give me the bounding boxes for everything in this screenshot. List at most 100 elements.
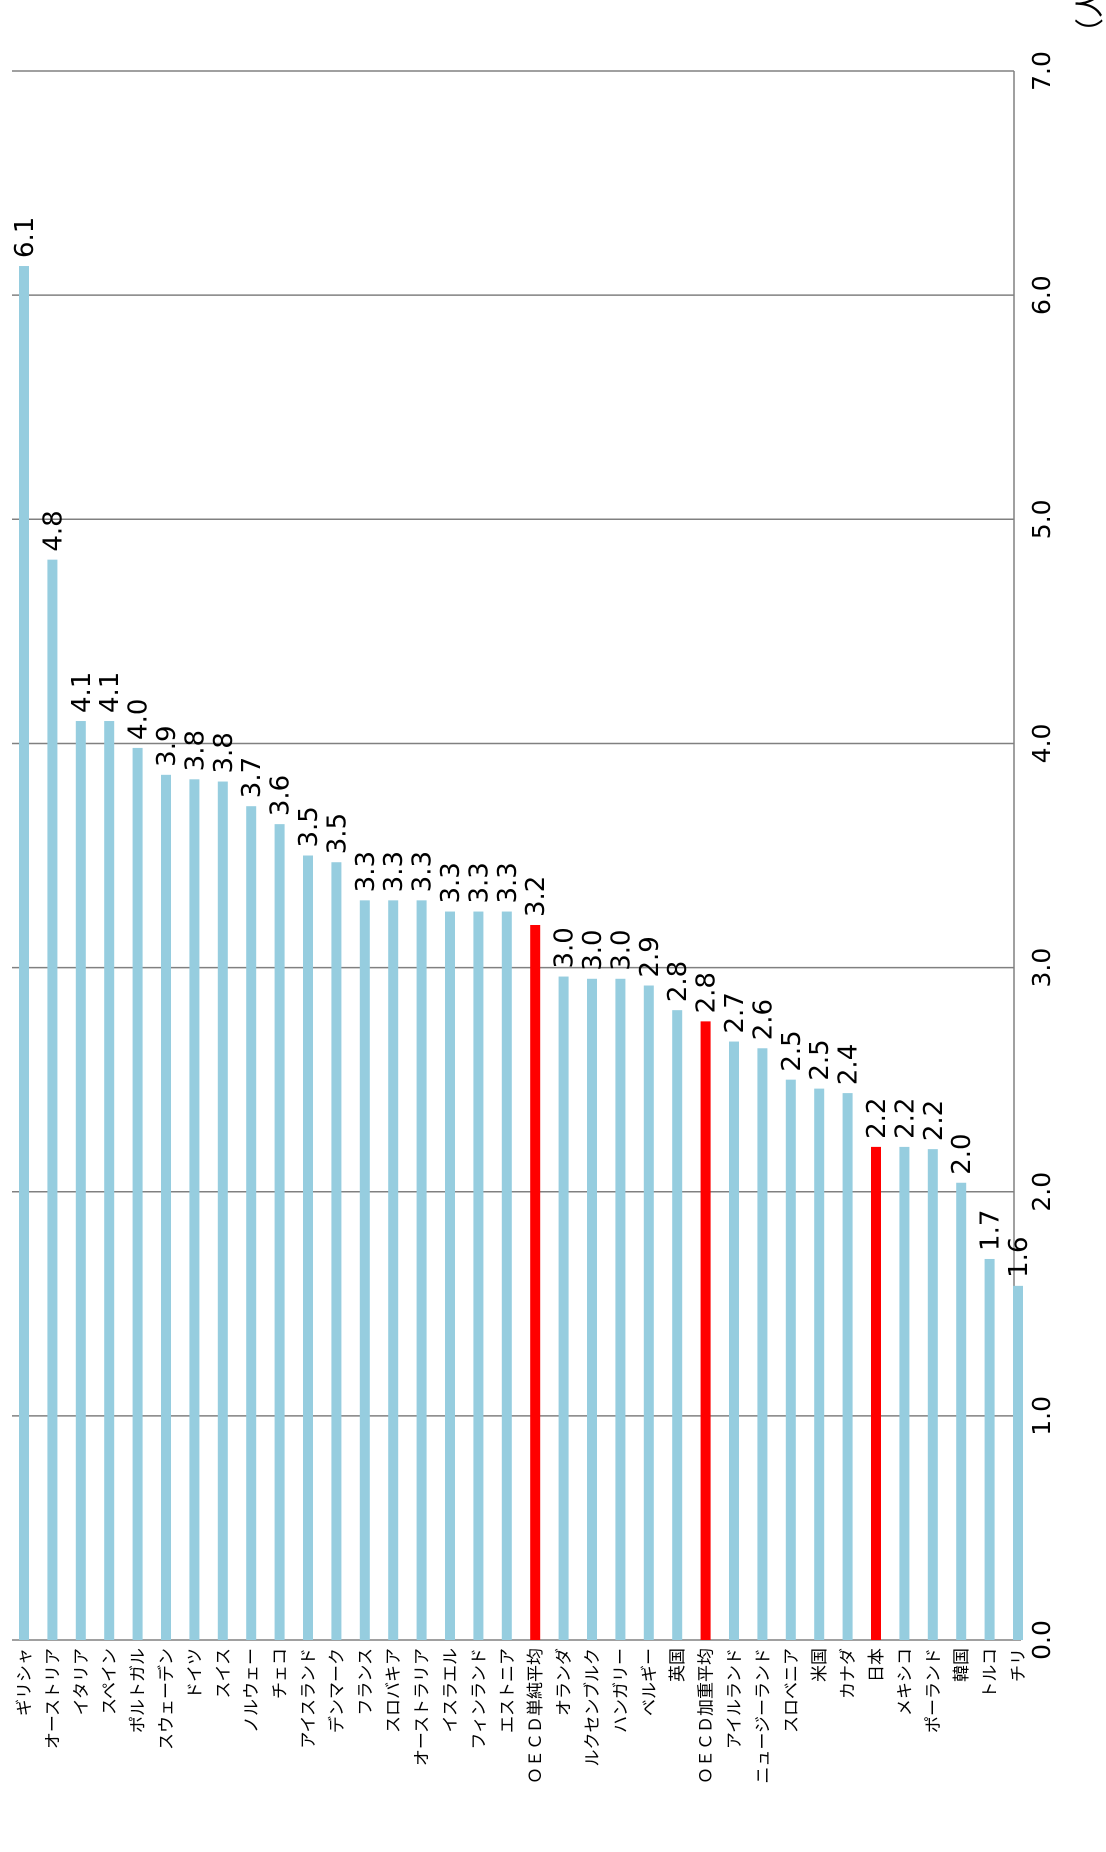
bar (303, 855, 313, 1640)
gridlines (12, 70, 1021, 1641)
bar (729, 1041, 739, 1640)
category-label: ニュージーランド (753, 1648, 773, 1784)
value-label: 3.0 (550, 927, 580, 968)
category-label: イタリア (72, 1648, 92, 1715)
value-labels: 6.14.84.14.14.03.93.83.83.73.63.53.53.33… (10, 217, 1034, 1278)
value-label: 3.3 (493, 862, 523, 903)
bar (274, 824, 285, 1640)
category-label: カナダ (839, 1648, 859, 1699)
category-label: スペイン (100, 1648, 120, 1715)
category-label: 米国 (810, 1648, 830, 1682)
value-label: 3.0 (578, 929, 608, 970)
bar (956, 1182, 967, 1640)
value-label: 4.8 (38, 510, 68, 551)
value-label: 2.5 (777, 1030, 807, 1071)
value-label: 3.3 (379, 851, 409, 892)
tick-label: 2.0 (1027, 1172, 1056, 1212)
category-label: イスラエル (441, 1648, 461, 1733)
category-label: スロバキア (384, 1648, 404, 1733)
category-label: ノルウェー (242, 1648, 262, 1733)
category-label: オーストリア (43, 1648, 63, 1749)
value-label: 2.4 (834, 1044, 864, 1085)
category-label: フィンランド (469, 1648, 489, 1750)
category-label: スロベニア (782, 1648, 802, 1733)
bar (19, 266, 29, 1640)
value-label: 3.3 (408, 851, 438, 892)
bar (217, 781, 228, 1640)
value-label: 3.3 (351, 851, 381, 892)
bar (757, 1048, 768, 1640)
bar (672, 1010, 683, 1640)
value-label: 1.7 (976, 1210, 1006, 1251)
value-label: 3.6 (266, 775, 296, 816)
value-label: 4.1 (95, 672, 125, 713)
value-label: 6.1 (10, 217, 40, 258)
value-label: 2.8 (663, 961, 693, 1002)
value-label: 3.5 (294, 806, 324, 847)
category-label: ルクセンブルク (582, 1648, 603, 1767)
bar (473, 911, 484, 1640)
bar (899, 1146, 910, 1640)
tick-label: 3.0 (1027, 948, 1056, 988)
unit-label: （人） (1073, 0, 1106, 47)
value-label: 2.0 (947, 1133, 977, 1174)
bar (445, 911, 455, 1640)
category-label: 英国 (668, 1648, 688, 1682)
category-label: アイルランド (725, 1648, 745, 1749)
value-label: 4.0 (124, 699, 154, 740)
tick-label: 6.0 (1027, 275, 1056, 315)
bar (530, 924, 541, 1640)
category-label: ポーランド (924, 1648, 944, 1733)
value-label: 3.2 (521, 876, 551, 917)
bars (19, 266, 1023, 1640)
bar (501, 911, 512, 1640)
category-label: トルコ (981, 1648, 1001, 1699)
value-label: 3.8 (209, 732, 239, 773)
value-label: 3.3 (436, 862, 466, 903)
bar (416, 900, 427, 1640)
value-label: 2.7 (720, 992, 750, 1033)
bar (927, 1149, 938, 1640)
value-label: 3.5 (322, 813, 352, 854)
category-label: メキシコ (895, 1648, 915, 1716)
bar (587, 978, 597, 1640)
category-label: ハンガリー (611, 1648, 631, 1733)
category-label: フランス (356, 1648, 376, 1716)
bar (47, 559, 58, 1640)
value-label: 2.6 (748, 999, 778, 1040)
bar (984, 1258, 995, 1640)
bar (104, 721, 115, 1640)
tick-label: 5.0 (1027, 499, 1056, 539)
category-label: スウェーデン (156, 1648, 177, 1750)
bar (814, 1088, 825, 1640)
value-label: 4.1 (67, 672, 97, 713)
bar (558, 976, 569, 1640)
bar (161, 774, 171, 1640)
category-label: ＯＥＣＤ加重平均 (697, 1648, 717, 1784)
bar (785, 1079, 796, 1640)
category-label: 日本 (867, 1648, 887, 1682)
value-label: 3.7 (237, 757, 267, 798)
value-label: 3.3 (464, 862, 494, 903)
tick-label: 0.0 (1027, 1620, 1056, 1660)
bar (871, 1146, 881, 1640)
category-label: エストニア (498, 1648, 518, 1733)
bar (643, 985, 654, 1640)
bar (1013, 1285, 1023, 1640)
category-label: 韓国 (952, 1648, 972, 1682)
value-label: 3.9 (152, 725, 182, 766)
category-label: オーストラリア (413, 1648, 433, 1766)
tick-label: 7.0 (1027, 51, 1056, 91)
bar (359, 900, 370, 1640)
category-labels: ギリシャ オーストリア イタリア スペイン ポルトガル スウェーデン ドイツ スイス ノルウェー… (15, 1648, 1029, 1784)
category-label: ポルトガル (129, 1648, 149, 1733)
category-label: チェコ (271, 1648, 291, 1699)
category-label: ベルギー (640, 1648, 660, 1716)
bar (331, 862, 342, 1640)
bar (388, 900, 399, 1640)
category-label: ドイツ (185, 1648, 205, 1699)
bar (842, 1093, 853, 1640)
value-label: 3.0 (606, 929, 636, 970)
